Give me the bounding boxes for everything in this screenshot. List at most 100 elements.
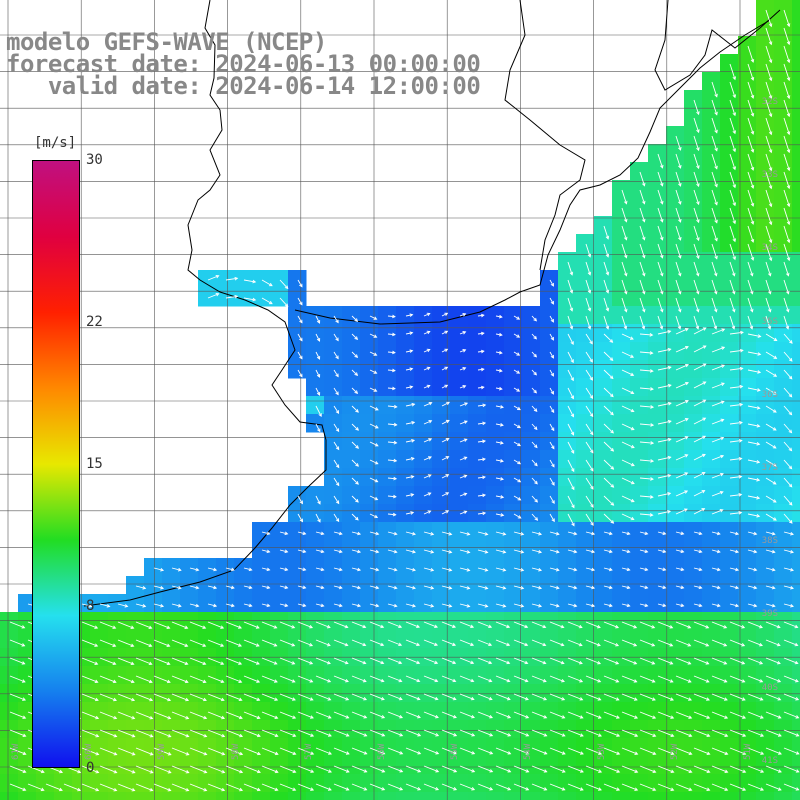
field-cell: [576, 558, 595, 577]
field-cell: [486, 432, 505, 451]
field-cell: [702, 774, 721, 793]
field-cell: [0, 756, 19, 775]
field-cell: [432, 684, 451, 703]
field-cell: [630, 396, 649, 415]
wind-vector-arrow: [657, 765, 675, 774]
wind-vector-arrow: [639, 315, 646, 330]
wind-vector-arrow: [477, 747, 494, 755]
field-cell: [702, 180, 721, 199]
wind-vector-arrow: [513, 405, 521, 411]
wind-vector-arrow: [567, 567, 578, 572]
wind-vector-arrow: [639, 369, 654, 373]
field-cell: [612, 234, 631, 253]
wind-vector-arrow: [711, 135, 718, 152]
field-cell: [306, 738, 325, 757]
field-cell: [396, 540, 415, 559]
field-cell: [180, 666, 199, 685]
wind-vector-arrow: [369, 315, 378, 320]
field-cell: [702, 90, 721, 109]
wind-vector-arrow: [639, 189, 646, 205]
wind-vector-arrow: [675, 765, 693, 774]
field-cell: [306, 342, 325, 361]
wind-vector-arrow: [549, 729, 566, 737]
wind-vector-arrow: [27, 783, 45, 792]
field-cell: [414, 450, 433, 469]
field-cell: [432, 324, 451, 343]
field-cell: [342, 576, 361, 595]
wind-vector-arrow: [621, 639, 638, 647]
field-cell: [504, 414, 523, 433]
wind-vector-arrow: [315, 513, 321, 523]
field-cell: [648, 432, 667, 451]
field-cell: [684, 630, 703, 649]
wind-vector-arrow: [783, 243, 791, 262]
field-cell: [666, 468, 685, 487]
wind-vector-arrow: [225, 276, 239, 281]
field-cell: [432, 450, 451, 469]
field-cell: [450, 558, 469, 577]
field-cell: [738, 90, 757, 109]
field-cell: [594, 630, 613, 649]
field-cell: [396, 576, 415, 595]
wind-vector-arrow: [657, 510, 672, 515]
field-cell: [702, 756, 721, 775]
wind-vector-arrow: [531, 441, 538, 449]
field-cell: [738, 576, 757, 595]
wind-vector-arrow: [747, 189, 755, 207]
field-cell: [774, 792, 793, 800]
field-cell: [360, 594, 379, 613]
field-cell: [396, 738, 415, 757]
field-cell: [468, 792, 487, 800]
wind-vector-arrow: [531, 423, 538, 431]
wind-vector-arrow: [225, 747, 244, 756]
wind-vector-arrow: [189, 675, 207, 684]
field-cell: [522, 342, 541, 361]
wind-vector-arrow: [477, 657, 493, 665]
wind-vector-arrow: [783, 351, 793, 362]
field-cell: [756, 468, 775, 487]
wind-vector-arrow: [297, 333, 303, 342]
field-cell: [702, 108, 721, 127]
field-cell: [720, 738, 739, 757]
wind-vector-arrow: [567, 729, 584, 737]
wind-vector-arrow: [783, 675, 799, 683]
field-cell: [324, 738, 343, 757]
wind-vector-arrow: [549, 765, 566, 773]
field-cell: [630, 432, 649, 451]
wind-vector-arrow: [405, 385, 414, 389]
field-cell: [612, 594, 631, 613]
wind-vector-arrow: [441, 384, 449, 389]
wind-vector-arrow: [441, 510, 450, 515]
wind-vector-arrow: [711, 400, 725, 407]
wind-vector-arrow: [279, 729, 297, 737]
wind-vector-arrow: [711, 454, 725, 461]
wind-vector-arrow: [279, 693, 296, 701]
field-cell: [774, 198, 793, 217]
field-cell: [216, 738, 235, 757]
wind-vector-arrow: [531, 315, 537, 322]
wind-vector-arrow: [765, 459, 777, 467]
field-cell: [648, 414, 667, 433]
field-cell: [648, 576, 667, 595]
field-cell: [324, 684, 343, 703]
field-cell: [468, 450, 487, 469]
field-cell: [792, 288, 800, 307]
wind-vector-arrow: [387, 675, 403, 683]
field-cell: [396, 792, 415, 800]
wind-vector-arrow: [729, 729, 747, 737]
field-cell: [612, 774, 631, 793]
wind-vector-arrow: [765, 387, 777, 395]
field-cell: [450, 684, 469, 703]
field-cell: [18, 792, 37, 800]
wind-vector-arrow: [171, 639, 189, 647]
field-cell: [792, 72, 800, 91]
wind-vector-arrow: [747, 459, 761, 464]
wind-vector-arrow: [783, 369, 793, 380]
field-cell: [630, 486, 649, 505]
field-cell: [774, 504, 793, 523]
wind-vector-arrow: [441, 312, 449, 317]
wind-vector-arrow: [675, 243, 682, 259]
wind-vector-arrow: [477, 385, 485, 390]
wind-vector-arrow: [387, 531, 398, 536]
field-cell: [504, 342, 523, 361]
